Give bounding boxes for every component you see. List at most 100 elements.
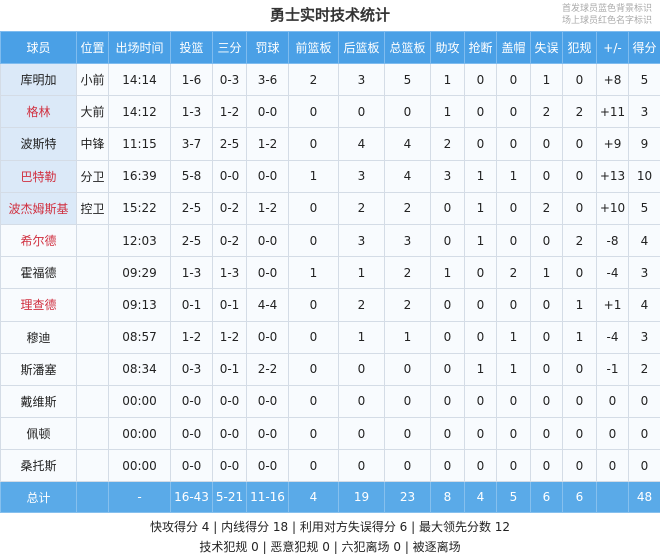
stat-cell: [76, 384, 109, 419]
stat-cell: 3: [338, 62, 385, 97]
total-cell: [596, 481, 629, 514]
stat-cell: 2: [562, 95, 597, 129]
stat-cell: 15:22: [108, 191, 171, 225]
stat-cell: 0: [496, 288, 531, 322]
stat-cell: 3-7: [170, 127, 213, 161]
stat-cell: 1: [530, 62, 563, 97]
stat-cell: 2: [430, 127, 465, 161]
column-header[interactable]: 犯规: [562, 31, 597, 64]
stat-cell: 1: [562, 320, 597, 354]
stat-cell: 0: [496, 384, 531, 419]
total-cell: 6: [562, 481, 597, 514]
column-header[interactable]: 前篮板: [288, 31, 339, 64]
player-row[interactable]: 穆迪 08:57 1-2 1-2 0-0 0 1 1 0 0 1 0 1 -4 3: [0, 320, 660, 354]
stat-cell: 08:34: [108, 352, 171, 386]
player-name[interactable]: 波斯特: [0, 127, 77, 161]
stat-cell: -8: [596, 223, 629, 258]
player-row[interactable]: 库明加 小前 14:14 1-6 0-3 3-6 2 3 5 1 0 0 1 0 +8 5: [0, 62, 660, 97]
player-row[interactable]: 理查德 09:13 0-1 0-1 4-4 0 2 2 0 0 0 0 1 +1 4: [0, 288, 660, 322]
stat-cell: 0-0: [246, 320, 289, 354]
column-header[interactable]: 位置: [76, 31, 109, 64]
stat-cell: 0-0: [170, 417, 213, 451]
player-row[interactable]: 波杰姆斯基 控卫 15:22 2-5 0-2 1-2 0 2 2 0 1 0 2 0 +10 5: [0, 191, 660, 225]
column-header[interactable]: 得分: [628, 31, 660, 64]
player-name[interactable]: 波杰姆斯基: [0, 191, 77, 225]
column-header[interactable]: 三分: [212, 31, 247, 64]
player-name[interactable]: 穆迪: [0, 320, 77, 354]
player-row[interactable]: 戴维斯 00:00 0-0 0-0 0-0 0 0 0 0 0 0 0 0 0 0: [0, 384, 660, 419]
player-name[interactable]: 霍福德: [0, 256, 77, 290]
player-row[interactable]: 佩顿 00:00 0-0 0-0 0-0 0 0 0 0 0 0 0 0 0 0: [0, 417, 660, 451]
stat-cell: 0-2: [212, 223, 247, 258]
player-row[interactable]: 巴特勒 分卫 16:39 5-8 0-0 0-0 1 3 4 3 1 1 0 0 +13 10: [0, 159, 660, 193]
stat-cell: 0: [530, 159, 563, 193]
stat-cell: 0: [530, 417, 563, 451]
stat-cell: 0: [496, 62, 531, 97]
player-row[interactable]: 霍福德 09:29 1-3 1-3 0-0 1 1 2 1 0 2 1 0 -4 3: [0, 256, 660, 290]
stat-cell: 0-0: [170, 384, 213, 419]
stat-cell: 12:03: [108, 223, 171, 258]
stat-cell: 0: [464, 288, 497, 322]
stat-cell: 0: [530, 352, 563, 386]
player-name[interactable]: 库明加: [0, 62, 77, 97]
column-header[interactable]: 抢断: [464, 31, 497, 64]
stat-cell: 1: [430, 256, 465, 290]
stat-cell: -4: [596, 320, 629, 354]
stat-cell: 1-3: [170, 95, 213, 129]
player-row[interactable]: 斯潘塞 08:34 0-3 0-1 2-2 0 0 0 0 1 1 0 0 -1 2: [0, 352, 660, 386]
player-name[interactable]: 戴维斯: [0, 384, 77, 419]
stat-cell: 3: [628, 95, 660, 129]
stat-cell: 2: [384, 256, 431, 290]
note-starter: 首发球员蓝色背景标识: [561, 4, 652, 14]
player-name[interactable]: 格林: [0, 95, 77, 129]
column-header[interactable]: 失误: [530, 31, 563, 64]
stat-cell: 0: [562, 449, 597, 483]
player-row[interactable]: 波斯特 中锋 11:15 3-7 2-5 1-2 0 4 4 2 0 0 0 0 +9 9: [0, 127, 660, 161]
player-name[interactable]: 桑托斯: [0, 449, 77, 483]
stat-cell: 0: [288, 223, 339, 258]
stat-cell: 1-2: [212, 95, 247, 129]
stat-cell: +8: [596, 62, 629, 97]
stat-cell: 1: [496, 352, 531, 386]
stat-cell: [76, 449, 109, 483]
column-header[interactable]: +/-: [596, 31, 629, 64]
stat-cell: 1-3: [170, 256, 213, 290]
stat-cell: 0-0: [246, 95, 289, 129]
column-header[interactable]: 罚球: [246, 31, 289, 64]
stat-cell: 0: [288, 320, 339, 354]
stat-cell: 3: [430, 159, 465, 193]
stat-cell: 4-4: [246, 288, 289, 322]
stat-cell: 0: [562, 62, 597, 97]
column-header[interactable]: 助攻: [430, 31, 465, 64]
stat-cell: -1: [596, 352, 629, 386]
stat-cell: 0-0: [212, 159, 247, 193]
stat-cell: 0: [338, 449, 385, 483]
player-row[interactable]: 格林 大前 14:12 1-3 1-2 0-0 0 0 0 1 0 0 2 2 +11 3: [0, 95, 660, 129]
total-cell: 23: [384, 481, 431, 514]
stat-cell: 0-0: [170, 449, 213, 483]
stat-cell: 00:00: [108, 449, 171, 483]
player-name[interactable]: 希尔德: [0, 223, 77, 258]
total-row: 总计 -16-43 5-21 11-16 4 19 23 8 4 5 6 6 48: [0, 481, 660, 514]
stat-cell: 0: [430, 417, 465, 451]
player-name[interactable]: 巴特勒: [0, 159, 77, 193]
player-name[interactable]: 佩顿: [0, 417, 77, 451]
stat-cell: 08:57: [108, 320, 171, 354]
player-name[interactable]: 理查德: [0, 288, 77, 322]
stat-cell: 0: [288, 449, 339, 483]
player-name[interactable]: 斯潘塞: [0, 352, 77, 386]
footer-line-2: 技术犯规 0 | 恶意犯规 0 | 六犯离场 0 | 被逐离场: [199, 540, 461, 554]
column-header[interactable]: 球员: [0, 31, 77, 64]
stat-cell: 0: [288, 384, 339, 419]
stat-cell: [76, 256, 109, 290]
stat-cell: 0: [562, 256, 597, 290]
column-header[interactable]: 投篮: [170, 31, 213, 64]
player-row[interactable]: 希尔德 12:03 2-5 0-2 0-0 0 3 3 0 1 0 0 2 -8 4: [0, 223, 660, 258]
column-header[interactable]: 后篮板: [338, 31, 385, 64]
stat-cell: 0: [430, 352, 465, 386]
player-row[interactable]: 桑托斯 00:00 0-0 0-0 0-0 0 0 0 0 0 0 0 0 0 0: [0, 449, 660, 483]
column-header[interactable]: 盖帽: [496, 31, 531, 64]
stat-cell: 1: [562, 288, 597, 322]
column-header[interactable]: 总篮板: [384, 31, 431, 64]
column-header[interactable]: 出场时间: [108, 31, 171, 64]
